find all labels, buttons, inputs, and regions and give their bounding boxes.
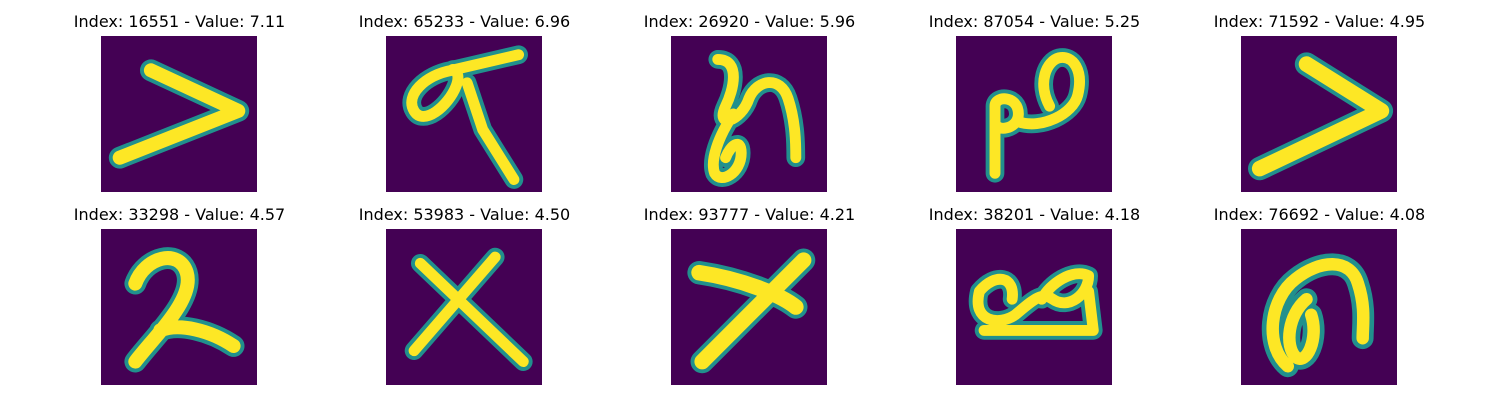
- panel-8: Index: 93777 - Value: 4.21: [607, 193, 892, 385]
- panel-image: [956, 229, 1112, 385]
- chevron-right-icon: [1248, 52, 1394, 181]
- panel-image: [386, 36, 542, 192]
- panel-title: Index: 38201 - Value: 4.18: [928, 205, 1141, 224]
- x-cross-glyph-icon: [404, 247, 533, 371]
- chevron-right-icon: [108, 59, 250, 169]
- panel-title: Index: 33298 - Value: 4.57: [73, 205, 286, 224]
- panel-4: Index: 87054 - Value: 5.25: [892, 0, 1177, 192]
- loop-p-glyph-icon: [985, 48, 1089, 183]
- panel-image: [671, 36, 827, 192]
- loop-t-glyph-icon: [402, 45, 528, 189]
- panel-6: Index: 33298 - Value: 4.57: [37, 193, 322, 385]
- digit-two-glyph-icon: [124, 247, 245, 373]
- x-cross-glyph-icon: [687, 248, 816, 374]
- panel-image: [671, 229, 827, 385]
- panel-image: [956, 36, 1112, 192]
- panel-image: [101, 229, 257, 385]
- panel-5: Index: 71592 - Value: 4.95: [1177, 0, 1462, 192]
- panel-10: Index: 76692 - Value: 4.08: [1177, 193, 1462, 385]
- panel-image: [386, 229, 542, 385]
- panel-2: Index: 65233 - Value: 6.96: [322, 0, 607, 192]
- panel-7: Index: 53983 - Value: 4.50: [322, 193, 607, 385]
- loop-scribble-icon: [704, 50, 806, 187]
- panel-image: [1241, 229, 1397, 385]
- panel-title: Index: 71592 - Value: 4.95: [1213, 12, 1426, 31]
- panel-title: Index: 16551 - Value: 7.11: [73, 12, 286, 31]
- panel-image: [101, 36, 257, 192]
- panel-title: Index: 26920 - Value: 5.96: [643, 12, 856, 31]
- panel-image: [1241, 36, 1397, 192]
- panel-title: Index: 65233 - Value: 6.96: [358, 12, 571, 31]
- panel-title: Index: 87054 - Value: 5.25: [928, 12, 1141, 31]
- loop-a-glyph-icon: [1261, 253, 1375, 378]
- panel-title: Index: 93777 - Value: 4.21: [643, 205, 856, 224]
- panel-3: Index: 26920 - Value: 5.96: [607, 0, 892, 192]
- panel-1: Index: 16551 - Value: 7.11: [37, 0, 322, 192]
- panel-title: Index: 53983 - Value: 4.50: [358, 205, 571, 224]
- panel-9: Index: 38201 - Value: 4.18: [892, 193, 1177, 385]
- panel-title: Index: 76692 - Value: 4.08: [1213, 205, 1426, 224]
- double-loop-glyph-icon: [968, 264, 1103, 340]
